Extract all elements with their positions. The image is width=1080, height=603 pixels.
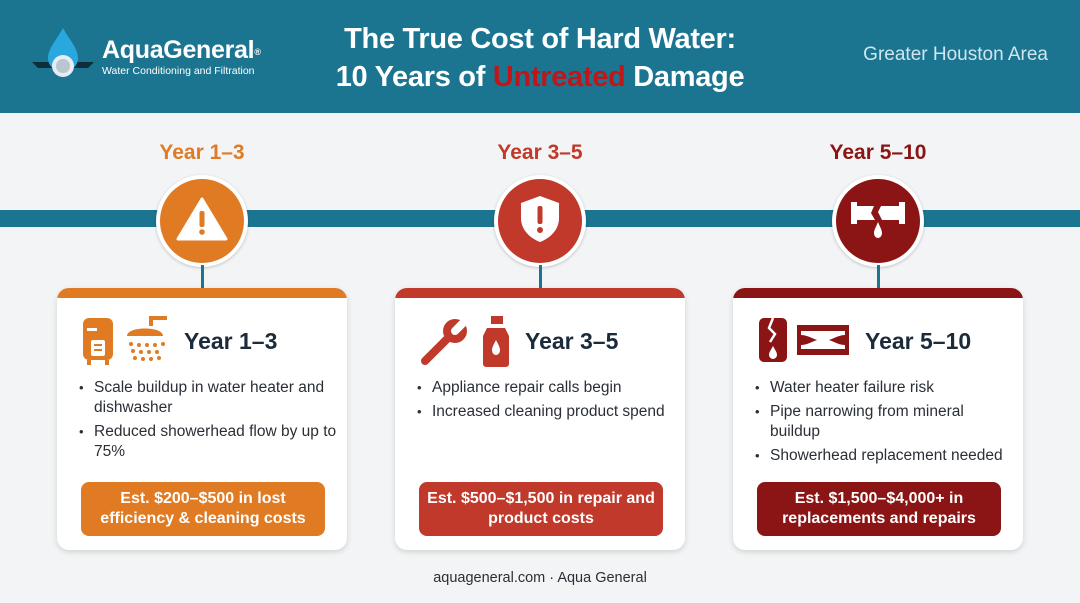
- list-item: Pipe narrowing from mineral buildup: [755, 402, 1017, 442]
- bullet-list: Scale buildup in water heater and dishwa…: [79, 378, 341, 466]
- shield-alert-icon: [518, 194, 562, 249]
- list-item: Showerhead replacement needed: [755, 446, 1017, 466]
- card-accent: [733, 288, 1023, 298]
- header-banner: AquaGeneral® Water Conditioning and Filt…: [0, 0, 1080, 113]
- stage-label-1: Year 1–3: [159, 141, 245, 164]
- card-accent: [395, 288, 685, 298]
- cost-estimate-badge: Est. $500–$1,500 in repair and product c…: [419, 482, 663, 536]
- title-line-1: The True Cost of Hard Water:: [344, 23, 736, 55]
- list-item: Water heater failure risk: [755, 378, 1017, 398]
- cost-estimate-badge: Est. $1,500–$4,000+ in replacements and …: [757, 482, 1001, 536]
- brand-logo[interactable]: AquaGeneral® Water Conditioning and Filt…: [30, 26, 261, 86]
- broken-pipe-icon: [849, 196, 907, 247]
- region-label: Greater Houston Area: [863, 44, 1048, 65]
- stage-card-2: Year 3–5 Appliance repair calls begin In…: [395, 288, 685, 550]
- footer-credit[interactable]: aquageneral.com · Aqua General: [433, 570, 647, 586]
- stage-circle-3: [832, 175, 924, 267]
- stage-label-3: Year 5–10: [829, 141, 927, 164]
- connector-2: [539, 265, 542, 289]
- cost-estimate-badge: Est. $200–$500 in lost efficiency & clea…: [81, 482, 325, 536]
- list-item: Appliance repair calls begin: [417, 378, 679, 398]
- card-accent: [57, 288, 347, 298]
- list-item: Increased cleaning product spend: [417, 402, 679, 422]
- title-line-2: 10 Years of Untreated Damage: [335, 61, 745, 93]
- list-item: Scale buildup in water heater and dishwa…: [79, 378, 341, 418]
- card-title: Year 5–10: [865, 328, 972, 354]
- narrowed-pipe-icon: [797, 323, 849, 362]
- title-highlight: Untreated: [492, 61, 626, 93]
- bullet-list: Appliance repair calls begin Increased c…: [417, 378, 679, 426]
- card-title: Year 1–3: [184, 328, 278, 354]
- stage-card-3: Year 5–10 Water heater failure risk Pipe…: [733, 288, 1023, 550]
- water-drop-logo-icon: [30, 26, 96, 86]
- page-title: The True Cost of Hard Water: 10 Years of…: [290, 20, 790, 96]
- brand-name: AquaGeneral: [102, 35, 255, 64]
- brand-registered-mark: ®: [254, 46, 261, 57]
- water-heater-icon: [81, 314, 115, 371]
- brand-tagline: Water Conditioning and Filtration: [102, 64, 255, 77]
- stage-card-1: Year 1–3 Scale buildup in water heater a…: [57, 288, 347, 550]
- warning-triangle-icon: [176, 196, 228, 247]
- showerhead-icon: [123, 314, 169, 371]
- stage-circle-2: [494, 175, 586, 267]
- cleaning-bottle-icon: [479, 314, 513, 373]
- stage-circle-1: [156, 175, 248, 267]
- stage-label-2: Year 3–5: [497, 141, 583, 164]
- bullet-list: Water heater failure risk Pipe narrowing…: [755, 378, 1017, 470]
- list-item: Reduced showerhead flow by up to 75%: [79, 422, 341, 462]
- wrench-icon: [419, 315, 471, 372]
- broken-heater-icon: [757, 314, 789, 371]
- card-title: Year 3–5: [525, 328, 619, 354]
- connector-1: [201, 265, 204, 289]
- connector-3: [877, 265, 880, 289]
